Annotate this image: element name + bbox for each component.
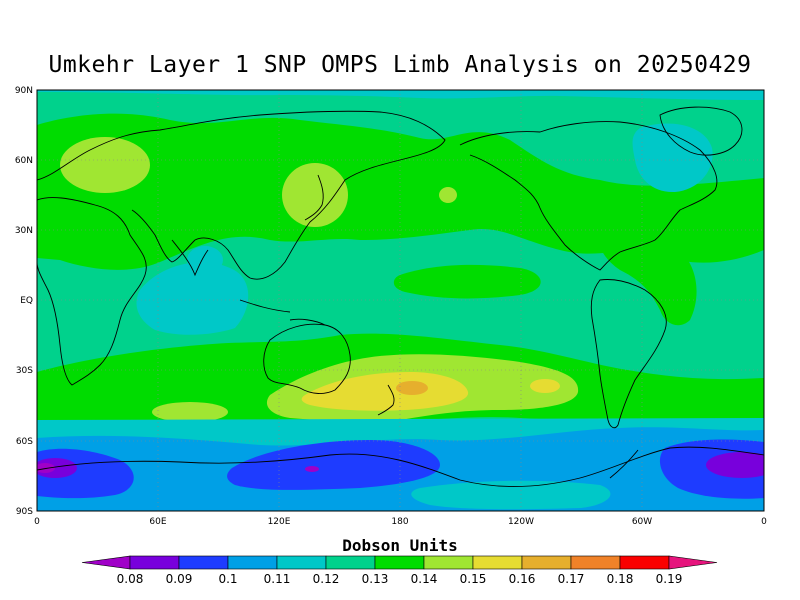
colorbar-label: 0.08 (117, 572, 144, 586)
colorbar-label: 0.18 (607, 572, 634, 586)
coast-australia (263, 323, 351, 394)
colorbar-label: 0.19 (656, 572, 683, 586)
colorbar-label: 0.12 (313, 572, 340, 586)
colorbar-label: 0.11 (264, 572, 291, 586)
lon-tick-label: 180 (391, 517, 408, 527)
colorbar-swatch (325, 555, 376, 570)
coast-south-america (590, 279, 667, 429)
lat-tick-label: 90N (15, 86, 33, 96)
colorbar-arrow-high (668, 555, 718, 570)
contour-013-south-ring (411, 480, 611, 510)
contour-field (37, 90, 764, 511)
lon-tick-label: 120E (268, 517, 291, 527)
lat-tick-label: 30N (15, 226, 33, 236)
colorbar-label: 0.13 (362, 572, 389, 586)
colorbar-swatch (570, 555, 621, 570)
contour-014-americas (598, 226, 697, 326)
colorbar-label: 0.17 (558, 572, 585, 586)
lat-axis: 90N 60N 30N EQ 30S 60S 90S (15, 86, 33, 517)
coast-indonesia (239, 299, 326, 326)
coast-africa (37, 197, 147, 386)
contour-012-asia-small (187, 246, 223, 274)
colorbar: 0.08 0.09 0.1 0.11 0.12 0.13 0.14 0.15 0.16 0.17 0… (81, 555, 718, 586)
contour-015-asia (282, 163, 348, 227)
contour-016-south-pacific (301, 372, 469, 411)
coast-antarctic-peninsula (609, 449, 639, 479)
coast-india (171, 239, 209, 277)
coast-north-america (459, 121, 718, 271)
lat-tick-label: EQ (20, 296, 33, 306)
lat-tick-label: 60S (16, 437, 33, 447)
coast-greenland (659, 106, 743, 156)
contour-014-tropics (393, 264, 541, 299)
colorbar-label: 0.16 (509, 572, 536, 586)
contour-015-pacific-north (439, 187, 457, 203)
colorbar-swatch (276, 555, 327, 570)
contour-015-europe (60, 137, 150, 193)
lon-tick-label: 0 (34, 517, 40, 527)
contour-009-east (706, 452, 764, 478)
lon-tick-label: 120W (508, 517, 534, 527)
lat-tick-label: 90S (16, 507, 33, 517)
contour-008-center (305, 466, 319, 472)
colorbar-swatch (423, 555, 474, 570)
contour-012-indian-ocean (136, 262, 249, 335)
colorbar-swatch (619, 555, 670, 570)
contour-016-east (530, 379, 560, 393)
contour-012-arctic-canada (632, 123, 713, 193)
colorbar-label: 0.09 (166, 572, 193, 586)
coast-japan (304, 174, 324, 221)
contour-017-core (396, 381, 428, 395)
contour-008-west (37, 463, 55, 473)
contour-012-north (37, 90, 764, 100)
lon-tick-label: 0 (761, 517, 767, 527)
colorbar-title: Dobson Units (342, 536, 458, 555)
coast-antarctica (37, 446, 764, 487)
colorbar-swatch (472, 555, 523, 570)
colorbar-swatch (129, 555, 180, 570)
lon-axis: 0 60E 120E 180 120W 60W 0 (34, 517, 767, 527)
coast-eurasia (37, 110, 446, 280)
contour-010-center (227, 440, 440, 490)
contour-009-west (37, 458, 77, 478)
map-frame (36, 89, 765, 512)
coast-newzealand (377, 384, 395, 416)
lat-tick-label: 60N (15, 156, 33, 166)
contour-014-north (37, 113, 764, 270)
colorbar-label: 0.15 (460, 572, 487, 586)
contour-015-sw (152, 402, 228, 422)
colorbar-label: 0.14 (411, 572, 438, 586)
lat-tick-label: 30S (16, 366, 33, 376)
colorbar-swatch (178, 555, 229, 570)
colorbar-swatch (227, 555, 278, 570)
coastlines (37, 106, 764, 487)
lon-tick-label: 60E (149, 517, 166, 527)
colorbar-label: 0.1 (218, 572, 237, 586)
colorbar-swatch (374, 555, 425, 570)
colorbar-arrow-low (81, 555, 131, 570)
lon-tick-label: 60W (632, 517, 652, 527)
colorbar-swatch (521, 555, 572, 570)
map-title: Umkehr Layer 1 SNP OMPS Limb Analysis on… (48, 52, 752, 78)
